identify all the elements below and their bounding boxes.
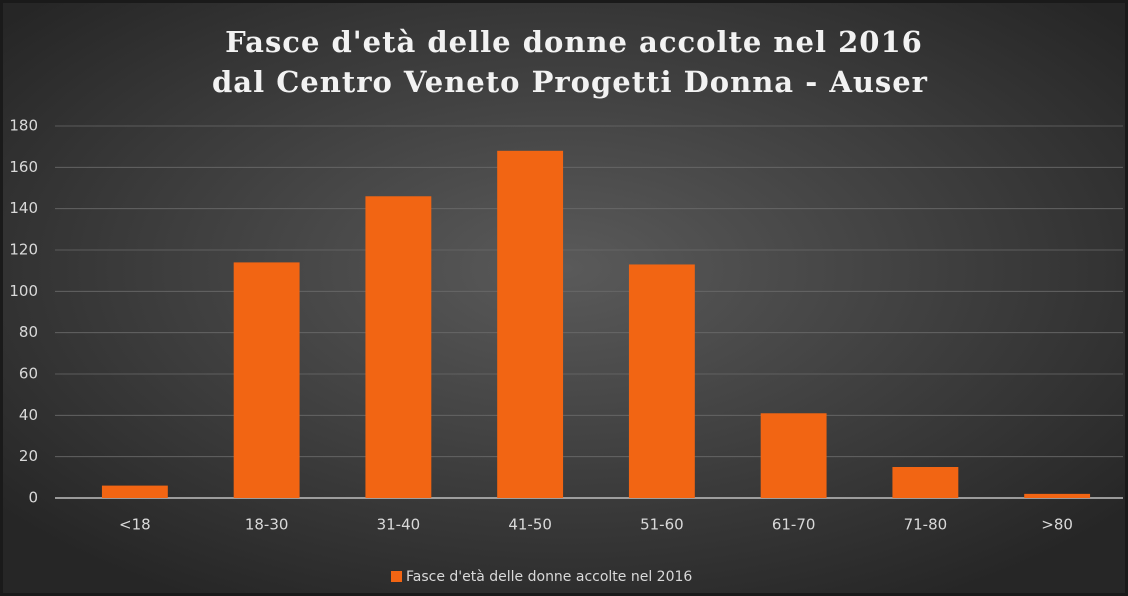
bar [233, 262, 300, 498]
y-tick-label: 20 [19, 447, 38, 465]
x-tick-label: 71-80 [904, 516, 948, 534]
y-tick-label: 100 [9, 282, 38, 300]
legend-text: Fasce d'età delle donne accolte nel 2016 [406, 569, 692, 585]
y-tick-label: 40 [19, 406, 38, 424]
bar [760, 413, 827, 498]
x-tick-label: 31-40 [377, 516, 421, 534]
x-tick-label: <18 [119, 516, 151, 534]
y-tick-label: 80 [19, 323, 38, 341]
bar [101, 485, 168, 498]
chart-title: dal Centro Veneto Progetti Donna - Auser [212, 65, 928, 99]
y-tick-label: 60 [19, 365, 38, 383]
y-tick-label: 120 [9, 241, 38, 259]
bar [892, 467, 959, 498]
y-tick-label: 160 [9, 158, 38, 176]
y-tick-label: 180 [9, 117, 38, 135]
bar [1024, 493, 1091, 498]
x-tick-label: 51-60 [640, 516, 684, 534]
bar [365, 196, 432, 498]
x-tick-label: 18-30 [245, 516, 289, 534]
x-tick-label: 61-70 [772, 516, 816, 534]
y-tick-label: 0 [28, 489, 38, 507]
x-tick-label: >80 [1041, 516, 1073, 534]
bar [628, 264, 695, 498]
legend-swatch [391, 571, 402, 582]
chart-title: Fasce d'età delle donne accolte nel 2016 [225, 25, 923, 59]
x-tick-label: 41-50 [508, 516, 552, 534]
bar [497, 150, 564, 499]
y-tick-label: 140 [9, 199, 38, 217]
